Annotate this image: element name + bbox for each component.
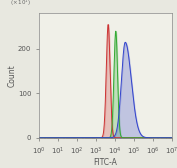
Text: $(\times\,10^{1})$: $(\times\,10^{1})$ (10, 0, 31, 8)
Y-axis label: Count: Count (7, 64, 16, 87)
X-axis label: FITC-A: FITC-A (93, 158, 117, 167)
